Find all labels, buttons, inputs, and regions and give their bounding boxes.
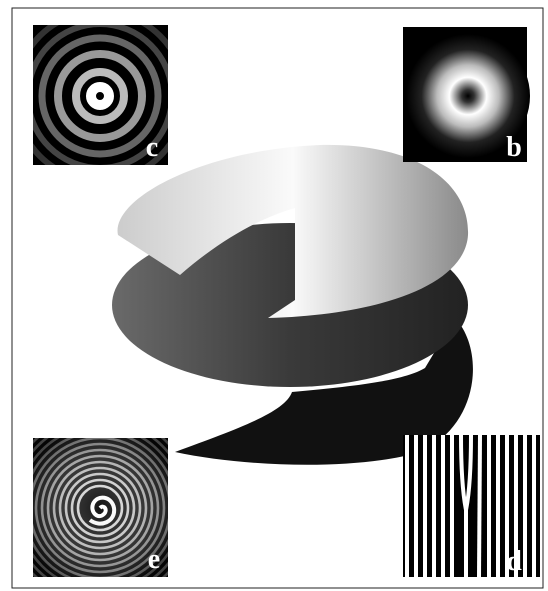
panel-label: e	[148, 544, 160, 575]
panel-label: b	[506, 132, 522, 163]
panel-d: d	[403, 435, 540, 577]
figure: a c b e	[0, 0, 548, 591]
panel-label: a	[280, 456, 294, 487]
page: {"panels": {"a": {"label": "a"}, "b": {"…	[0, 0, 548, 591]
panel-b: b	[403, 27, 530, 163]
panel-e: e	[6, 414, 194, 591]
panel-label: d	[506, 546, 522, 577]
panel-label: c	[146, 132, 158, 163]
panel-c: c	[15, 11, 185, 181]
